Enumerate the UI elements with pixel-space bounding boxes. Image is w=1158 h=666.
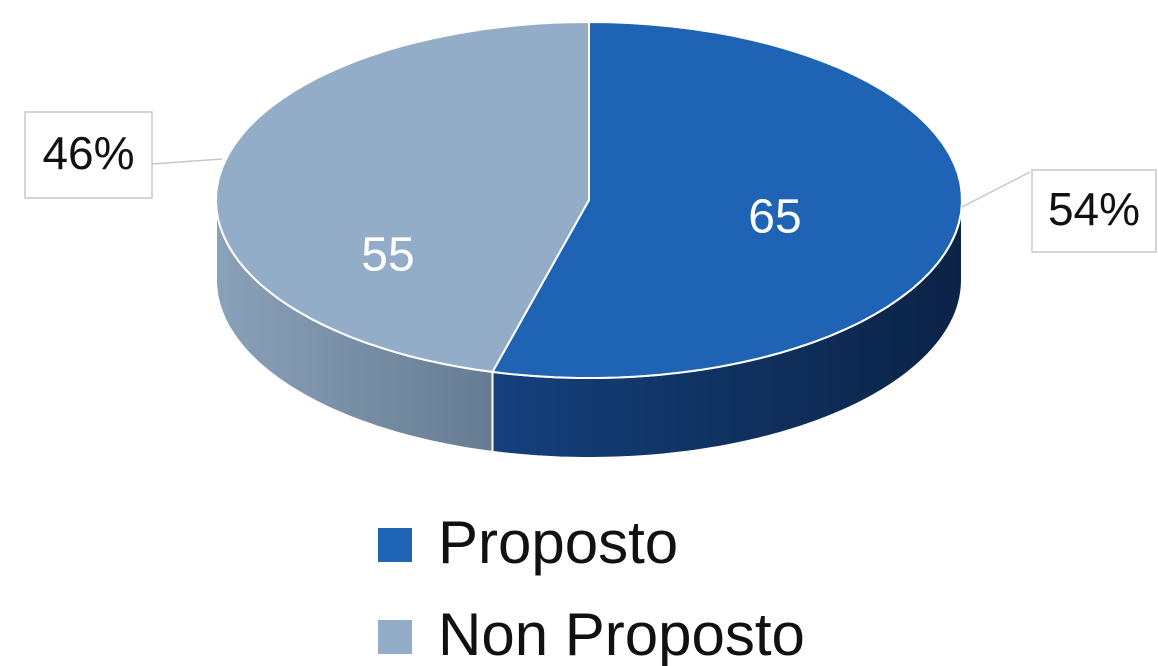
- legend-swatch: [378, 620, 412, 654]
- callout-box: [24, 111, 153, 199]
- callout-box: [1031, 169, 1157, 253]
- data-label: 65: [748, 191, 801, 244]
- leader-line: [151, 158, 223, 165]
- slice: [214, 20, 590, 373]
- data-label: 55: [361, 229, 414, 282]
- percent-label: 54%: [1048, 183, 1140, 235]
- slice: [490, 20, 963, 380]
- leader-line: [961, 171, 1031, 208]
- percent-label: 46%: [42, 127, 134, 179]
- legend-label: Non Proposto: [438, 601, 805, 666]
- legend-swatch: [378, 528, 412, 562]
- legend-label: Proposto: [438, 509, 678, 576]
